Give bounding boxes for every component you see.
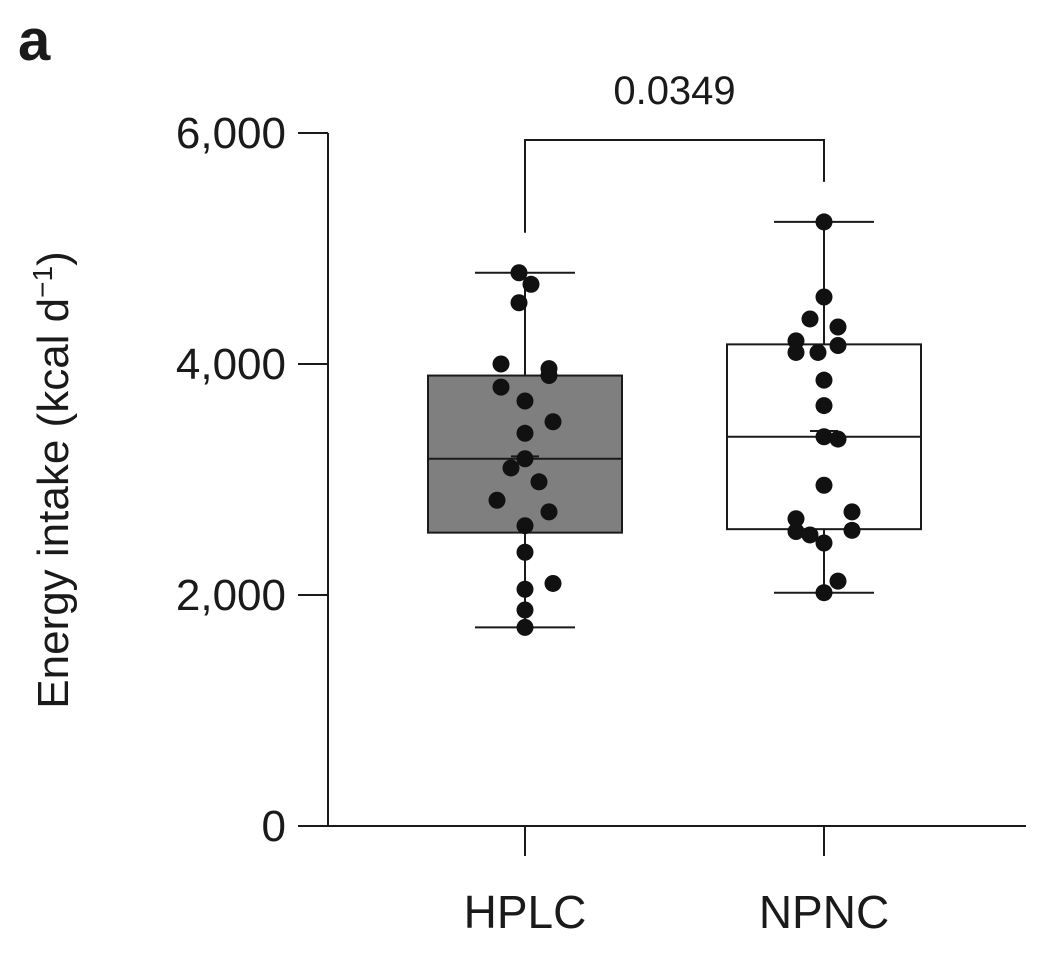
npnc-point-6	[787, 343, 805, 361]
hplc-point-2	[510, 294, 528, 312]
y-axis-label: Energy intake (kcal d−1)	[27, 251, 78, 708]
bracket-line	[524, 139, 825, 233]
hplc-point-18	[516, 580, 534, 598]
hplc-point-11	[502, 459, 520, 477]
npnc-point-2	[801, 310, 819, 328]
x-tick-label-npnc: NPNC	[759, 886, 889, 938]
y-tick-label-1: 2,000	[176, 571, 286, 620]
npnc-point-8	[815, 371, 833, 389]
hplc-point-1	[522, 275, 540, 293]
significance-bracket: 0.0349	[524, 69, 825, 233]
hplc-point-19	[516, 601, 534, 619]
hplc-point-6	[540, 367, 558, 385]
hplc-point-12	[530, 473, 548, 491]
hplc-point-8	[544, 413, 562, 431]
boxes	[427, 220, 922, 629]
y-axis: 0 2,000 4,000 6,000	[176, 109, 329, 851]
npnc-point-0	[815, 213, 833, 231]
npnc-point-16	[787, 522, 805, 540]
x-tick-label-hplc: HPLC	[464, 886, 587, 938]
hplc-point-17	[544, 574, 562, 592]
npnc-point-19	[829, 572, 847, 590]
npnc-point-17	[801, 526, 819, 544]
y-tick-label-2: 4,000	[176, 340, 286, 389]
npnc-point-18	[815, 534, 833, 552]
y-tick-label-0: 0	[262, 802, 286, 851]
x-axis: HPLC NPNC	[328, 825, 1026, 938]
y-axis-label-close: )	[29, 251, 78, 266]
npnc-point-10	[815, 428, 833, 446]
npnc-point-3	[829, 318, 847, 336]
hplc-point-3	[492, 355, 510, 373]
y-tick-label-3: 6,000	[176, 109, 286, 158]
p-value-label: 0.0349	[613, 69, 735, 113]
hplc-point-16	[516, 543, 534, 561]
hplc-point-20	[516, 618, 534, 636]
npnc-point-20	[815, 584, 833, 602]
data-points	[488, 213, 861, 636]
npnc-point-14	[787, 510, 805, 528]
hplc-point-14	[540, 503, 558, 521]
npnc-point-7	[809, 343, 827, 361]
npnc-point-9	[815, 397, 833, 415]
hplc-point-10	[516, 450, 534, 468]
npnc-point-15	[843, 521, 861, 539]
hplc-point-13	[488, 491, 506, 509]
hplc-point-9	[516, 424, 534, 442]
hplc-point-7	[516, 392, 534, 410]
hplc-point-5	[492, 378, 510, 396]
hplc-point-0	[510, 264, 528, 282]
npnc-point-13	[843, 503, 861, 521]
hplc-point-15	[516, 517, 534, 535]
npnc-point-12	[815, 476, 833, 494]
npnc-point-1	[815, 288, 833, 306]
npnc-point-5	[829, 337, 847, 355]
npnc-point-11	[829, 430, 847, 448]
panel-letter: a	[18, 8, 51, 73]
y-axis-label-superscript: −1	[27, 266, 58, 298]
